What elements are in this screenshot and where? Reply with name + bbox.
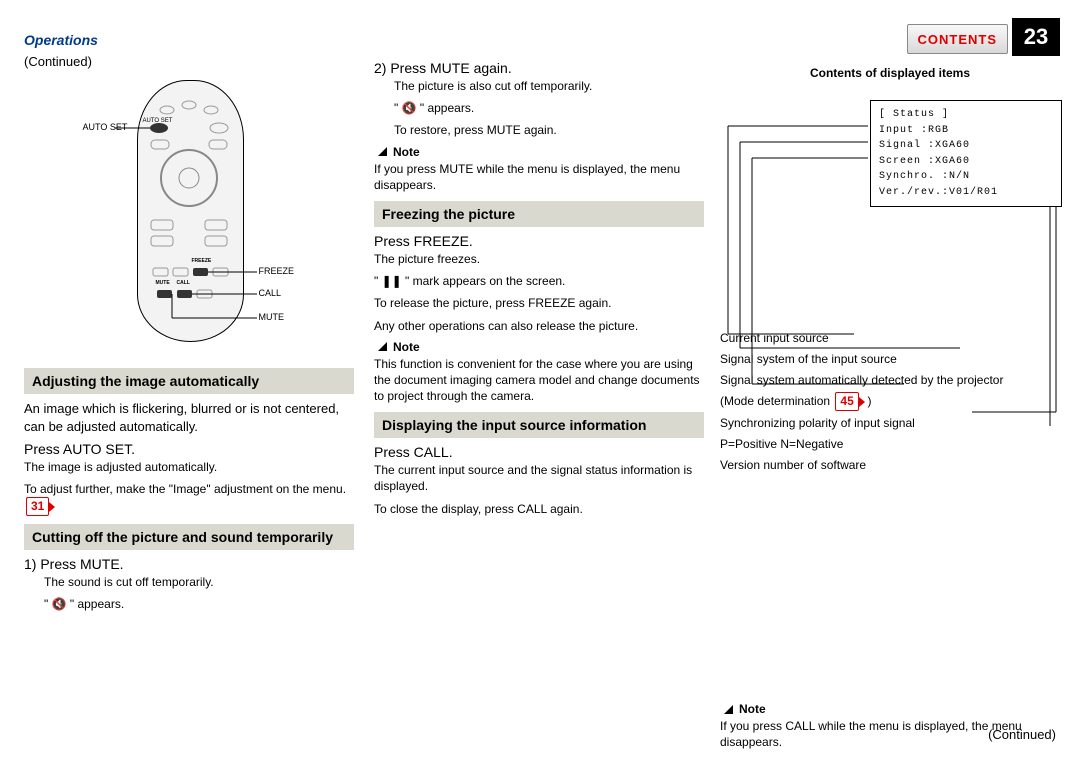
step: 2) Press MUTE again. [374, 60, 704, 76]
label-mute: MUTE [259, 312, 285, 322]
column-3: Contents of displayed items [720, 66, 1060, 756]
text: " ❚❚ " mark appears on the screen. [374, 273, 704, 289]
heading-displaying: Displaying the input source information [374, 412, 704, 438]
heading-freezing: Freezing the picture [374, 201, 704, 227]
desc: Signal system of the input source [720, 351, 1060, 368]
desc: Signal system automatically detected by … [720, 372, 1060, 389]
status-diagram: [ Status ] Input :RGB Signal :XGA60 Scre… [720, 86, 1060, 426]
status-box: [ Status ] Input :RGB Signal :XGA60 Scre… [870, 100, 1062, 207]
text: The current input source and the signal … [374, 462, 704, 494]
remote-control-diagram: AUTO SET FREEZE CALL MUTE AUTO SET FREEZ… [107, 80, 272, 360]
heading-cutting-off: Cutting off the picture and sound tempor… [24, 524, 354, 550]
text: The picture is also cut off temporarily. [394, 78, 704, 94]
note-label: Note [720, 702, 1060, 716]
contents-of-items-title: Contents of displayed items [720, 66, 1060, 80]
contents-button[interactable]: CONTENTS [907, 24, 1009, 54]
label-autoset: AUTO SET [83, 122, 128, 132]
label-freeze: FREEZE [259, 266, 295, 276]
note-label: Note [374, 145, 704, 159]
step: 1) Press MUTE. [24, 556, 354, 572]
page-ref-45[interactable]: 45 [835, 392, 858, 411]
note-body: This function is convenient for the case… [374, 356, 704, 405]
status-line: [ Status ] [879, 107, 1053, 123]
column-1: AUTO SET FREEZE CALL MUTE AUTO SET FREEZ… [24, 80, 354, 618]
continued-top: (Continued) [24, 54, 92, 69]
remote-svg [107, 80, 272, 360]
step: Press CALL. [374, 444, 704, 460]
page-number: 23 [1012, 18, 1060, 56]
section-header: Operations [24, 32, 98, 48]
desc: Current input source [720, 330, 1060, 347]
status-line: Ver./rev.:V01/R01 [879, 185, 1053, 201]
step: Press FREEZE. [374, 233, 704, 249]
text: To adjust further, make the "Image" adju… [24, 481, 354, 515]
note-body: If you press MUTE while the menu is disp… [374, 161, 704, 193]
text: The sound is cut off temporarily. [44, 574, 354, 590]
text: To restore, press MUTE again. [394, 122, 704, 138]
text: " 🔇 " appears. [394, 100, 704, 116]
manual-page: 23 CONTENTS Operations (Continued) (Cont… [0, 0, 1080, 764]
page-ref-31[interactable]: 31 [26, 497, 49, 515]
note-label: Note [374, 340, 704, 354]
status-line: Signal :XGA60 [879, 138, 1053, 154]
text: An image which is flickering, blurred or… [24, 400, 354, 435]
heading-adjusting: Adjusting the image automatically [24, 368, 354, 394]
status-line: Screen :XGA60 [879, 154, 1053, 170]
text: " 🔇 " appears. [44, 596, 354, 612]
text: The image is adjusted automatically. [24, 459, 354, 475]
text: To close the display, press CALL again. [374, 501, 704, 517]
note-body: If you press CALL while the menu is disp… [720, 718, 1060, 750]
text: The picture freezes. [374, 251, 704, 267]
label-call: CALL [259, 288, 282, 298]
text: To release the picture, press FREEZE aga… [374, 295, 704, 311]
desc: P=Positive N=Negative [720, 436, 1060, 453]
desc: Version number of software [720, 457, 1060, 474]
column-2: 2) Press MUTE again. The picture is also… [374, 54, 704, 523]
status-line: Input :RGB [879, 123, 1053, 139]
desc: Synchronizing polarity of input signal [720, 415, 1060, 432]
text: Any other operations can also release th… [374, 318, 704, 334]
status-line: Synchro. :N/N [879, 169, 1053, 185]
step: Press AUTO SET. [24, 441, 354, 457]
desc: (Mode determination 45 ) [720, 392, 1060, 411]
